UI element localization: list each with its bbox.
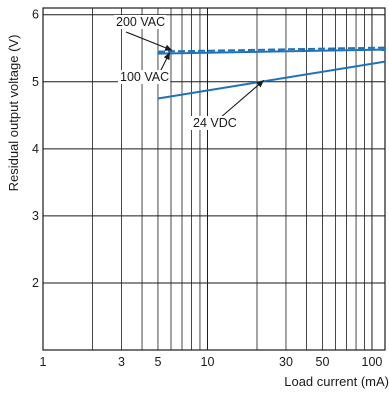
y-tick-label: 4 xyxy=(32,142,39,156)
annotation-label-200-vac: 200 VAC xyxy=(116,15,165,29)
y-axis-title: Residual output voltage (V) xyxy=(6,35,21,192)
y-tick-label: 5 xyxy=(32,75,39,89)
annotation-arrow-200-vac xyxy=(125,31,173,51)
annotation-arrow-100-vac-head xyxy=(163,52,170,61)
x-axis-title: Load current (mA) xyxy=(284,374,389,389)
x-tick-label: 100 xyxy=(362,355,383,369)
tick-labels: 1 3 5 10 30 50 100 2 3 4 5 6 xyxy=(32,8,382,369)
y-tick-label: 2 xyxy=(32,276,39,290)
annotations: 200 VAC 100 VAC 24 VDC xyxy=(114,15,265,130)
series-line-200-vac xyxy=(157,46,386,53)
x-tick-label: 3 xyxy=(118,355,125,369)
x-tick-label: 30 xyxy=(279,355,293,369)
annotation-bg-100-vac xyxy=(118,70,171,84)
x-tick-label: 50 xyxy=(316,355,330,369)
series-lines xyxy=(157,46,386,100)
x-tick-label: 1 xyxy=(40,355,47,369)
y-tick-label: 6 xyxy=(32,8,39,22)
annotation-bg-24-vdc xyxy=(191,116,237,130)
annotation-bg-200-vac xyxy=(114,15,167,29)
series-line-100-vac xyxy=(157,48,386,55)
x-tick-label: 10 xyxy=(201,355,215,369)
annotation-label-100-vac: 100 VAC xyxy=(120,70,169,84)
series-line-24-vdc xyxy=(157,60,386,100)
annotation-label-24-vdc: 24 VDC xyxy=(193,116,237,130)
x-tick-label: 5 xyxy=(154,355,161,369)
annotation-arrow-24-vdc xyxy=(219,79,265,119)
annotation-arrow-24-vdc-head xyxy=(256,80,264,88)
annotation-arrow-200-vac-head xyxy=(164,44,173,51)
y-tick-label: 3 xyxy=(32,209,39,223)
grid xyxy=(42,7,386,351)
plot-frame xyxy=(42,7,386,351)
